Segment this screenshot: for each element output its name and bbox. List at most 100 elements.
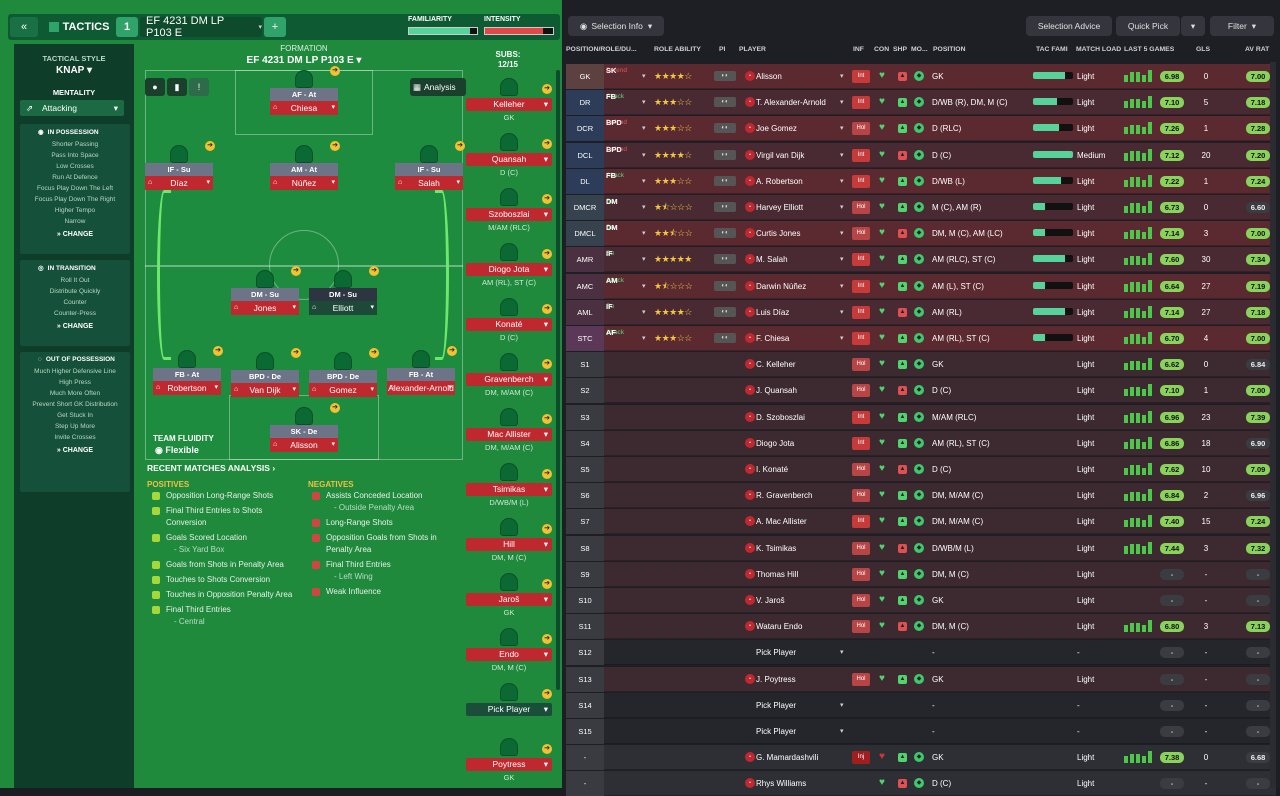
- table-row[interactable]: S7 • A. Mac Allister Int ♥ ▲ ◆ DM, M/AM (C) Ligh…: [566, 509, 1276, 535]
- player-name[interactable]: I. Konaté: [756, 465, 789, 474]
- table-row[interactable]: S8 • K. Tsimikas Hol ♥ ▲ ◆ D/WB/M (L) Light 7.44 3…: [566, 535, 1276, 561]
- player-instructions-icon[interactable]: ◐◐: [714, 228, 736, 239]
- table-row[interactable]: AMC AM Attack ▾ ★⯪☆☆☆ ◐◐ • Darwin Núñez ▾ Int ♥ ▲ ◆ A…: [566, 273, 1276, 299]
- player-name[interactable]: Rhys Williams: [756, 779, 807, 789]
- info-view-button[interactable]: !: [189, 78, 209, 96]
- player-name[interactable]: Thomas Hill: [756, 569, 799, 579]
- table-row[interactable]: S14 Pick Player ▾ - - - - -: [566, 692, 1276, 718]
- player-shirt-icon[interactable]: [420, 145, 438, 163]
- instruction-arrow-icon[interactable]: ➔: [542, 304, 552, 314]
- table-row[interactable]: DMCL DM Su ▾ ★★⯪☆☆ ◐◐ • Curtis Jones ▾ Hol ♥ ▲ ◆ DM, …: [566, 221, 1276, 247]
- player-name[interactable]: Gomez ⌂ ▾: [309, 383, 377, 397]
- row-role[interactable]: BPD Defend: [606, 145, 627, 155]
- in-transition-change-button[interactable]: » CHANGE: [56, 323, 94, 330]
- col-player[interactable]: PLAYER: [739, 46, 766, 53]
- player-role-duty[interactable]: DM - Su: [309, 288, 377, 301]
- player-name[interactable]: R. Gravenberch: [756, 491, 813, 501]
- player-role-duty[interactable]: FB - At: [387, 368, 455, 381]
- player-instructions-icon[interactable]: ◐◐: [714, 202, 736, 212]
- player-shirt-icon[interactable]: [334, 352, 352, 370]
- col-goals[interactable]: GLS: [1196, 46, 1210, 53]
- col-inf[interactable]: INF: [853, 46, 864, 53]
- tactic-slot-number[interactable]: 1: [116, 17, 138, 37]
- player-name[interactable]: G. Mamardashvili: [756, 753, 819, 763]
- player-instructions-icon[interactable]: ◐◐: [714, 175, 736, 186]
- row-role[interactable]: FB Attack: [606, 92, 624, 102]
- tactic-select[interactable]: EF 4231 DM LP P103 E ▾: [140, 15, 262, 39]
- chevron-down-icon[interactable]: ▾: [642, 335, 646, 342]
- instruction-arrow-icon[interactable]: ➔: [542, 414, 552, 424]
- player-name[interactable]: Diogo Jota: [756, 438, 795, 448]
- player-name[interactable]: Virgil van Dijk: [756, 150, 805, 160]
- player-name[interactable]: Darwin Núñez: [756, 281, 807, 291]
- player-shirt-icon[interactable]: [295, 407, 313, 425]
- sub-player-card[interactable]: Hill ▾: [466, 538, 552, 551]
- table-row[interactable]: DCR BPD Defend ▾ ★★★☆☆ ◐◐ • Joe Gomez ▾ Hol ♥ ▲ ◆ D (…: [566, 116, 1276, 142]
- table-row[interactable]: DL FB Attack ▾ ★★★☆☆ ◐◐ • A. Robertson ▾ Int ♥ ▲ ◆ D/…: [566, 168, 1276, 194]
- player-name[interactable]: Harvey Elliott: [756, 203, 804, 212]
- player-role-duty[interactable]: BPD - De: [309, 370, 377, 383]
- player-name[interactable]: T. Alexander-Arnold: [756, 98, 826, 108]
- chevron-down-icon[interactable]: ▾: [840, 282, 844, 290]
- selection-advice-button[interactable]: Selection Advice: [1026, 16, 1112, 36]
- chevron-down-icon[interactable]: ▾: [642, 230, 646, 238]
- player-name[interactable]: Díaz ⌂ ▾: [145, 176, 213, 190]
- instruction-arrow-icon[interactable]: ➔: [542, 139, 552, 149]
- sub-player-card[interactable]: Pick Player ▾: [466, 703, 552, 716]
- table-row[interactable]: S3 • D. Szoboszlai Int ♥ ▲ ◆ M/AM (RLC) Light 6.9…: [566, 404, 1276, 430]
- player-role-duty[interactable]: DM - Su: [231, 288, 299, 301]
- table-row[interactable]: S6 • R. Gravenberch Hol ♥ ▲ ◆ DM, M/AM (C) Light…: [566, 483, 1276, 509]
- col-tac-fami[interactable]: TAC FAMI: [1036, 46, 1068, 53]
- player-name[interactable]: Joe Gomez: [756, 124, 797, 134]
- player-name[interactable]: Robertson ⌂ ▾: [153, 381, 221, 395]
- table-row[interactable]: S2 • J. Quansah Hol ♥ ▲ ◆ D (C) Light 7.10 1 7.00: [566, 378, 1276, 404]
- quick-pick-dropdown[interactable]: ▾: [1181, 16, 1205, 36]
- instruction-arrow-icon[interactable]: ➔: [542, 469, 552, 479]
- table-row[interactable]: STC AF Attack ▾ ★★★☆☆ ◐◐ • F. Chiesa ▾ Int ♥ ▲ ◆ AM (…: [566, 326, 1276, 351]
- col-role-ability[interactable]: ROLE ABILITY: [654, 46, 701, 53]
- out-of-possession-change-button[interactable]: » CHANGE: [56, 447, 94, 454]
- row-role[interactable]: IF Su: [606, 302, 614, 312]
- player-role-duty[interactable]: FB - At: [153, 368, 221, 381]
- col-last-5-games[interactable]: LAST 5 GAMES: [1124, 46, 1175, 53]
- quick-pick-button[interactable]: Quick Pick: [1116, 16, 1180, 36]
- sub-player-card[interactable]: Jaroš ▾: [466, 593, 552, 606]
- table-row[interactable]: S5 • I. Konaté Hol ♥ ▲ ◆ D (C) Light 7.62 10 7.09: [566, 457, 1276, 482]
- table-row[interactable]: - • Rhys Williams ♥ ▲ ◆ D (C) Light - - -: [566, 771, 1276, 796]
- player-name[interactable]: M. Salah: [756, 255, 788, 265]
- col-con[interactable]: CON: [874, 46, 890, 53]
- player-role-duty[interactable]: BPD - De: [231, 370, 299, 383]
- instruction-arrow-icon[interactable]: ➔: [447, 346, 457, 356]
- sub-player-card[interactable]: Quansah ▾: [466, 153, 552, 166]
- pitch-player-card[interactable]: IF - Su Salah ⌂ ▾: [395, 163, 463, 193]
- row-role[interactable]: BPD Defend: [606, 118, 627, 128]
- pitch-player-card[interactable]: AF - At Chiesa ⌂ ▾: [270, 88, 338, 118]
- instruction-arrow-icon[interactable]: ➔: [291, 266, 301, 276]
- player-instructions-icon[interactable]: ◐◐: [714, 333, 736, 343]
- in-possession-change-button[interactable]: » CHANGE: [56, 231, 94, 238]
- player-name[interactable]: A. Mac Allister: [756, 517, 807, 527]
- filter-button[interactable]: Filter ▾: [1210, 16, 1274, 36]
- instruction-arrow-icon[interactable]: ➔: [369, 266, 379, 276]
- chevron-down-icon[interactable]: ▾: [642, 151, 646, 159]
- col-mo[interactable]: MO...: [911, 46, 928, 53]
- table-row[interactable]: DCL BPD Defend ▾ ★★★★☆ ◐◐ • Virgil van Dijk ▾ Int…: [566, 142, 1276, 168]
- chevron-down-icon[interactable]: ▾: [840, 256, 844, 264]
- chevron-down-icon[interactable]: ▾: [642, 256, 646, 264]
- chevron-down-icon[interactable]: ▾: [642, 73, 646, 80]
- pick-player-select[interactable]: Pick Player: [756, 727, 797, 736]
- sub-player-card[interactable]: Tsimikas ▾: [466, 483, 552, 496]
- player-shirt-icon[interactable]: [412, 350, 430, 368]
- chevron-down-icon[interactable]: ▾: [840, 649, 844, 657]
- chevron-down-icon[interactable]: ▾: [840, 230, 844, 238]
- sub-player-card[interactable]: Diogo Jota ▾: [466, 263, 552, 276]
- table-row[interactable]: - • G. Mamardashvili Inj ♥ ▲ ◆ GK Light 7.38 0 6.68: [566, 745, 1276, 771]
- player-name[interactable]: Alisson ⌂ ▾: [270, 438, 338, 452]
- instruction-arrow-icon[interactable]: ➔: [542, 744, 552, 754]
- player-name[interactable]: K. Tsimikas: [756, 543, 797, 553]
- player-instructions-icon[interactable]: ◐◐: [714, 306, 736, 317]
- sub-player-card[interactable]: Mac Allister ▾: [466, 428, 552, 441]
- player-name[interactable]: Alisson: [756, 72, 782, 81]
- pick-player-select[interactable]: Pick Player: [756, 648, 797, 658]
- instruction-arrow-icon[interactable]: ➔: [542, 84, 552, 94]
